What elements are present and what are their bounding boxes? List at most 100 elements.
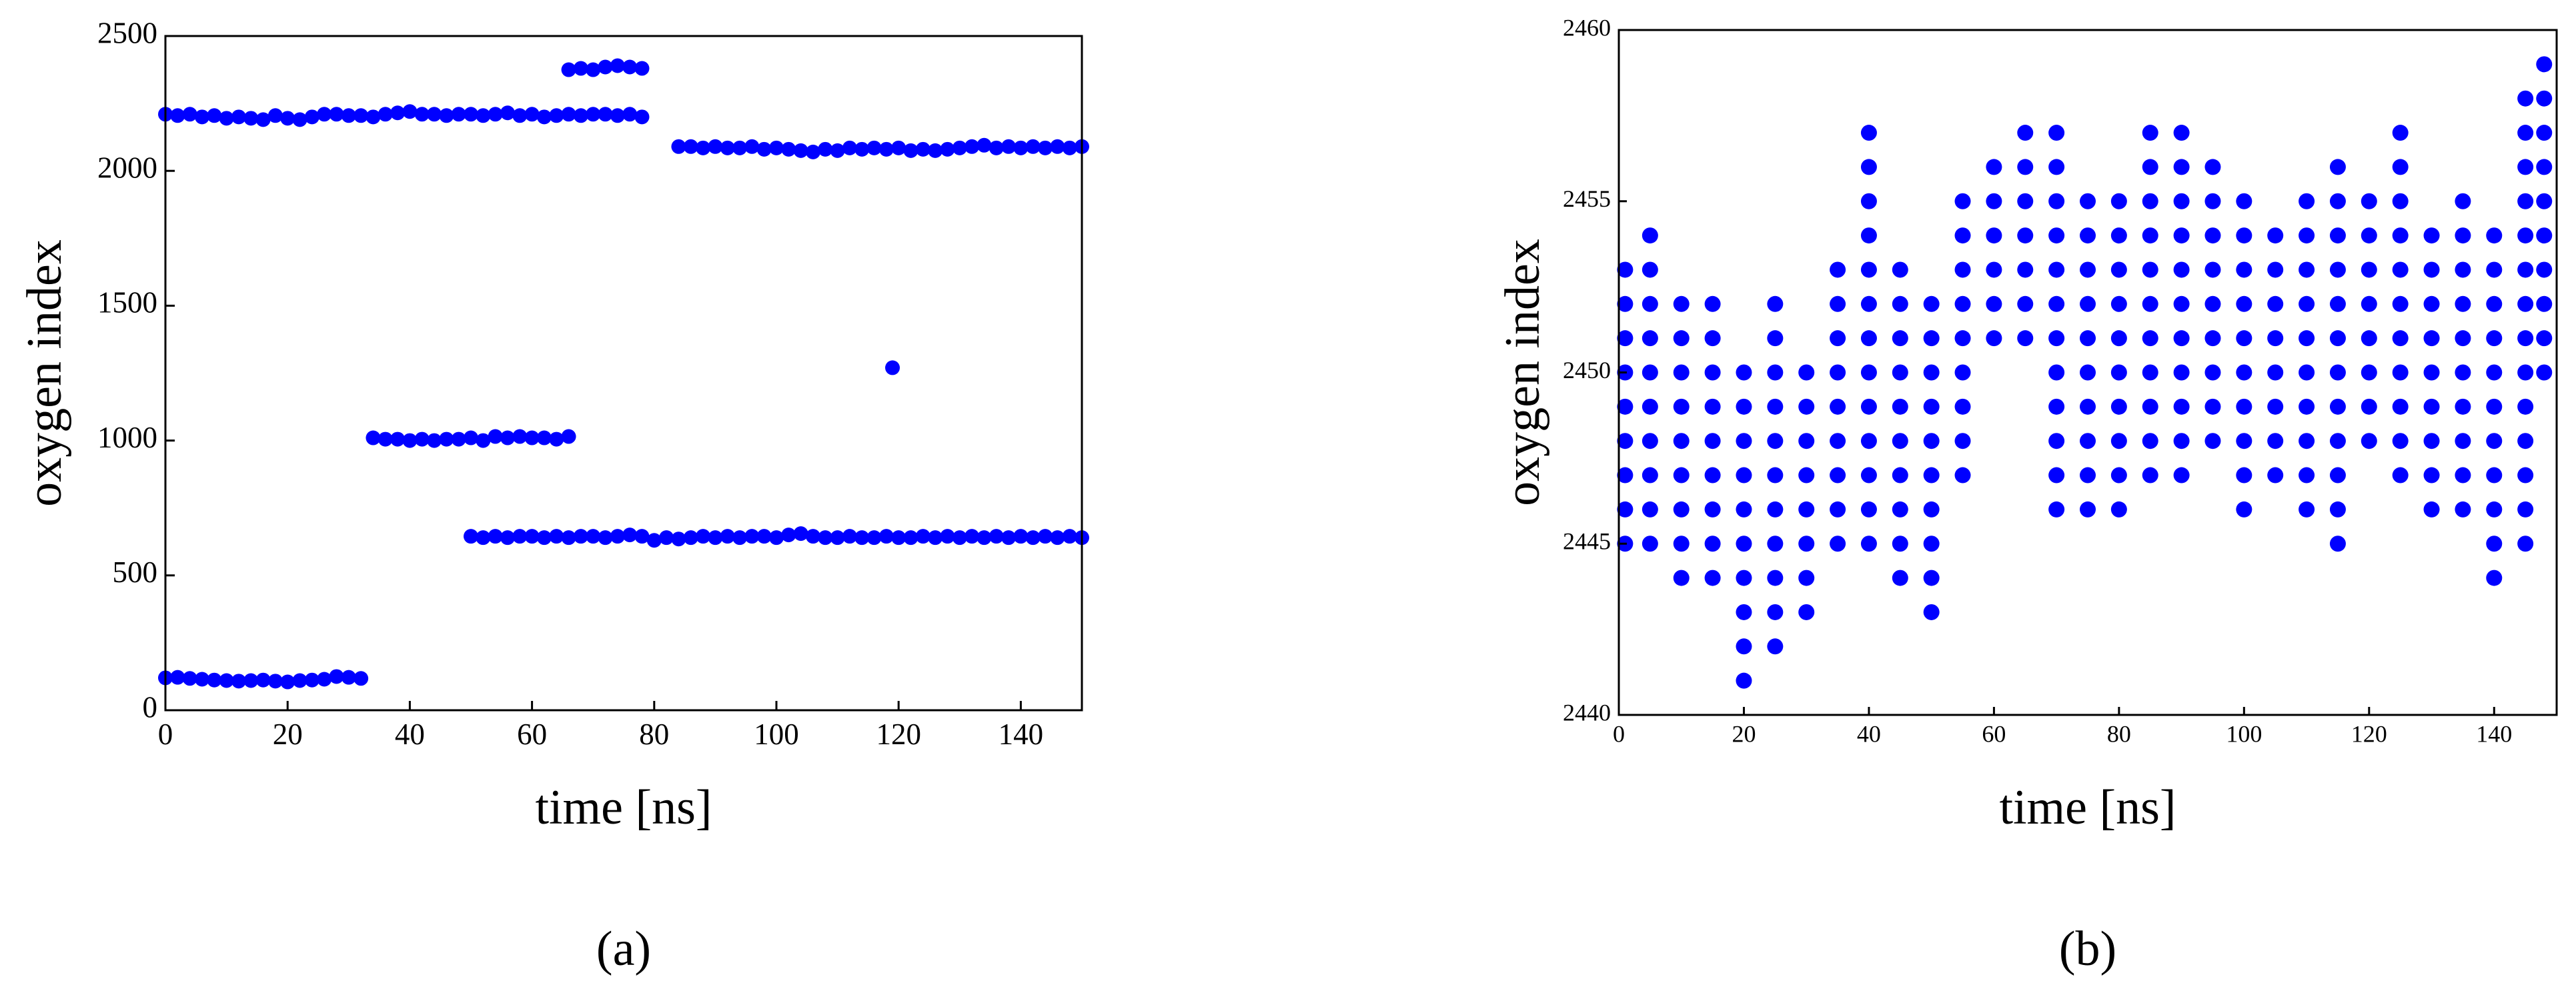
data-point <box>989 140 1004 155</box>
data-point <box>2173 261 2190 278</box>
data-point <box>219 111 234 126</box>
y-axis-label: oxygen index <box>1495 239 1550 506</box>
data-point <box>2267 398 2284 415</box>
y-tick-label: 500 <box>113 556 158 589</box>
x-axis-label: time [ns] <box>535 780 712 835</box>
data-point <box>1923 364 1940 381</box>
data-point <box>2048 398 2065 415</box>
data-point <box>671 532 686 547</box>
data-point <box>1954 398 1971 415</box>
data-point <box>2329 364 2346 381</box>
data-point <box>280 111 295 126</box>
data-point <box>622 528 638 543</box>
data-point <box>2110 193 2127 209</box>
data-point <box>1767 536 1784 552</box>
data-point <box>561 107 576 122</box>
data-point <box>219 673 234 688</box>
data-point <box>1704 364 1721 381</box>
data-point <box>940 529 955 544</box>
data-point <box>2142 364 2158 381</box>
data-point <box>1892 501 1908 518</box>
data-point <box>2392 398 2409 415</box>
data-point <box>2486 467 2503 483</box>
data-point <box>2517 398 2534 415</box>
data-point <box>427 433 442 448</box>
data-point <box>2110 227 2127 244</box>
data-point <box>1704 398 1721 415</box>
data-point <box>1767 604 1784 620</box>
data-point <box>2392 125 2409 141</box>
data-point <box>878 141 894 157</box>
data-point <box>573 108 588 123</box>
data-point <box>1892 570 1908 586</box>
data-point <box>2536 295 2553 312</box>
data-point <box>2299 261 2315 278</box>
data-point <box>2267 295 2284 312</box>
data-point <box>194 672 209 687</box>
data-point <box>2236 501 2252 518</box>
data-point <box>2299 364 2315 381</box>
data-point <box>390 431 406 447</box>
data-point <box>1673 433 1690 449</box>
data-point <box>2361 433 2377 449</box>
data-point <box>329 107 344 122</box>
data-point <box>1986 295 2002 312</box>
data-point <box>2536 227 2553 244</box>
y-tick-label: 1500 <box>97 286 157 319</box>
data-point <box>1642 536 1658 552</box>
data-point <box>1736 501 1752 518</box>
data-point <box>1860 467 1877 483</box>
data-point <box>500 105 515 121</box>
y-tick-label: 1000 <box>97 421 157 454</box>
data-point <box>378 431 393 447</box>
data-point <box>1830 261 1846 278</box>
data-point <box>1830 536 1846 552</box>
data-point <box>1050 139 1065 154</box>
y-tick-label: 0 <box>143 690 158 724</box>
data-point <box>255 672 271 688</box>
data-point <box>696 529 711 544</box>
data-point <box>671 139 686 154</box>
data-point <box>2267 227 2284 244</box>
data-point <box>267 674 283 689</box>
data-point <box>928 143 943 158</box>
data-point <box>683 530 698 546</box>
data-point <box>2267 364 2284 381</box>
data-point <box>2142 330 2158 347</box>
data-point <box>464 430 478 445</box>
data-point <box>1892 398 1908 415</box>
data-point <box>2486 295 2503 312</box>
data-point <box>964 139 980 154</box>
data-point <box>1736 398 1752 415</box>
data-point <box>2486 570 2503 586</box>
data-point <box>1986 193 2002 209</box>
data-point <box>1798 604 1815 620</box>
data-point <box>1617 467 1634 483</box>
data-point <box>573 61 588 76</box>
data-point <box>1830 467 1846 483</box>
data-point <box>1798 433 1815 449</box>
data-point <box>1923 467 1940 483</box>
data-point <box>414 107 430 122</box>
data-point <box>756 141 772 157</box>
data-point <box>1798 501 1815 518</box>
data-point <box>696 140 711 155</box>
data-point <box>2455 330 2471 347</box>
data-point <box>708 139 723 154</box>
data-point <box>439 108 454 123</box>
x-tick-label: 100 <box>2226 721 2262 748</box>
data-point <box>2361 295 2377 312</box>
data-point <box>2536 159 2553 175</box>
data-point <box>659 530 674 546</box>
data-point <box>769 530 784 546</box>
data-point <box>1860 398 1877 415</box>
data-point <box>2173 364 2190 381</box>
data-point <box>1704 501 1721 518</box>
data-point <box>2267 433 2284 449</box>
data-point <box>255 112 271 127</box>
data-point <box>427 107 442 122</box>
data-point <box>1062 140 1077 155</box>
data-point <box>1673 536 1690 552</box>
data-point <box>512 529 528 544</box>
